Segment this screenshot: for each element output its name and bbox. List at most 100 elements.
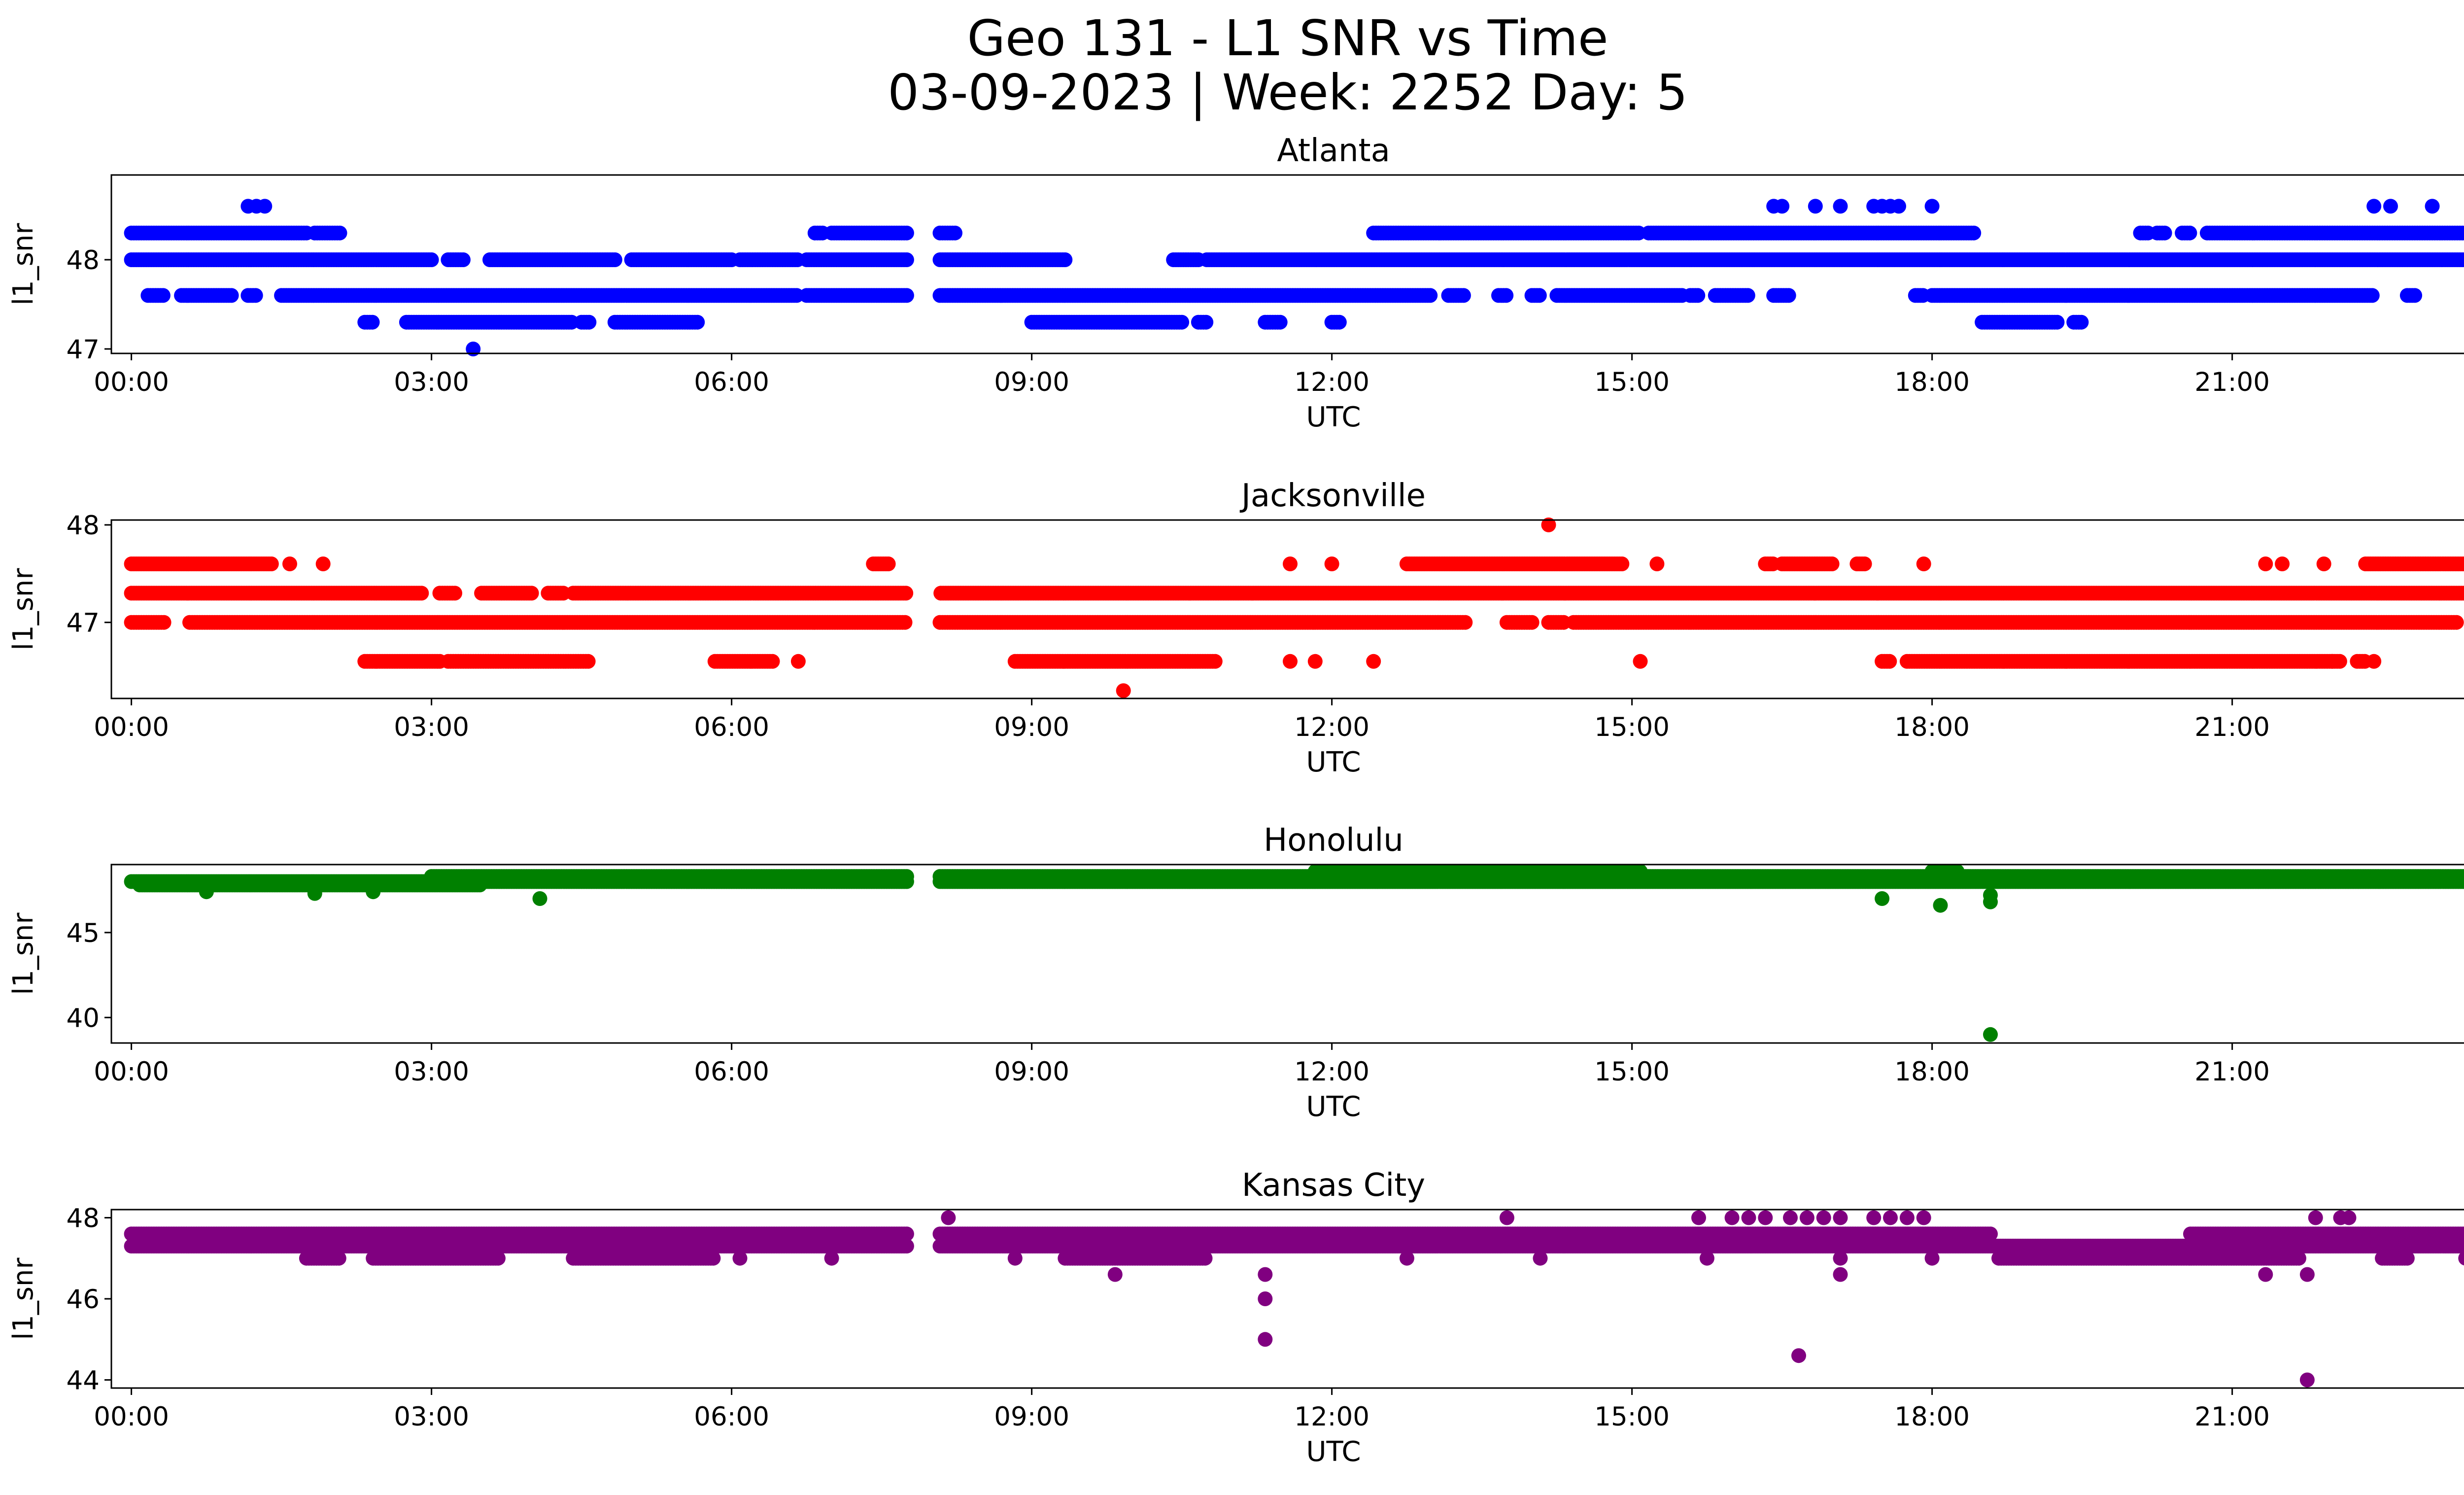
data-point (1966, 225, 1982, 241)
data-point (1456, 288, 1471, 303)
x-tick-label: 12:00 (1294, 367, 1369, 397)
x-tick-label: 18:00 (1894, 367, 1970, 397)
data-point (1058, 252, 1073, 267)
x-tick-label: 09:00 (994, 367, 1069, 397)
data-point (2325, 654, 2340, 669)
x-tick-label: 09:00 (994, 712, 1069, 742)
data-point (1775, 199, 1790, 214)
x-tick-label: 18:00 (1894, 712, 1970, 742)
data-point (365, 314, 380, 330)
data-point (1324, 556, 1339, 571)
data-point (1649, 556, 1665, 571)
x-tick-label: 03:00 (394, 367, 469, 397)
data-point (1833, 199, 1848, 214)
x-tick-label: 00:00 (94, 712, 169, 742)
figure-title-line1: Geo 131 - L1 SNR vs Time (967, 9, 1608, 67)
data-point (1633, 654, 1648, 669)
x-tick-label: 15:00 (1594, 712, 1670, 742)
data-point (581, 654, 596, 669)
y-tick-label: 47 (67, 335, 100, 365)
data-point (1423, 288, 1438, 303)
data-point (1740, 288, 1755, 303)
data-point (1524, 615, 1540, 630)
x-axis-label: UTC (1306, 746, 1361, 778)
x-axis-label: UTC (1306, 1091, 1361, 1123)
data-point (898, 586, 914, 601)
data-point (2050, 314, 2065, 330)
data-point (524, 586, 539, 601)
figure-title-line2: 03-09-2023 | Week: 2252 Day: 5 (888, 64, 1687, 121)
data-point (881, 556, 896, 571)
data-point (1116, 683, 1131, 698)
data-point (1916, 556, 1931, 571)
data-point (257, 199, 273, 214)
data-point (2449, 615, 2464, 630)
x-tick-label: 00:00 (94, 367, 169, 397)
data-point (1614, 556, 1630, 571)
data-point (948, 225, 962, 241)
data-point (2364, 288, 2380, 303)
data-point (2366, 654, 2382, 669)
y-axis-label: l1_snr (7, 223, 39, 306)
data-point (899, 252, 914, 267)
data-point (424, 252, 439, 267)
data-point (1499, 288, 1514, 303)
data-point (282, 556, 297, 571)
data-point (1781, 288, 1796, 303)
data-point (156, 615, 171, 630)
data-point (690, 314, 705, 330)
data-point (155, 288, 171, 303)
data-point (1882, 654, 1897, 669)
x-tick-label: 03:00 (394, 712, 469, 742)
data-point (2074, 314, 2089, 330)
subplot-title: Jacksonville (1239, 478, 1426, 514)
data-point (1272, 314, 1288, 330)
subplot-panels: Atlanta l1_snr UTC 47 48 00:00 03:00 06:00 09:00… (7, 133, 2464, 1468)
data-point (2316, 556, 2331, 571)
data-point (1207, 654, 1223, 669)
data-point (2275, 556, 2290, 571)
x-tick-label: 21:00 (2194, 367, 2270, 397)
x-tick-label: 21:00 (2194, 712, 2270, 742)
data-point (455, 252, 471, 267)
data-point (1857, 556, 1872, 571)
x-tick-label: 15:00 (1594, 367, 1670, 397)
data-point (2462, 255, 2464, 265)
data-point (1808, 199, 1823, 214)
data-point (224, 288, 239, 303)
data-point (1891, 199, 1906, 214)
data-point (2157, 225, 2172, 241)
data-point (2460, 226, 2464, 240)
y-tick-label: 48 (67, 245, 100, 276)
data-series (124, 199, 2464, 356)
data-point (248, 288, 263, 303)
data-point (2182, 225, 2197, 241)
data-point (1824, 556, 1840, 571)
data-point (414, 586, 429, 601)
data-point (1690, 288, 1706, 303)
data-point (315, 556, 331, 571)
data-point (2407, 288, 2423, 303)
data-point (582, 314, 597, 330)
data-point (899, 225, 914, 241)
x-tick-label: 06:00 (694, 367, 769, 397)
y-axis-label: l1_snr (7, 912, 39, 995)
data-point (2460, 253, 2464, 267)
subplot-atlanta: Atlanta l1_snr UTC 47 48 00:00 03:00 06:00 09:00… (7, 133, 2464, 433)
data-point (1283, 556, 1298, 571)
data-point (1332, 314, 1347, 330)
data-point (447, 586, 462, 601)
data-point (1283, 654, 1298, 669)
subplot-title: Atlanta (1277, 133, 1390, 169)
data-point (1458, 615, 1473, 630)
data-point (264, 556, 279, 571)
x-axis-label: UTC (1306, 401, 1361, 433)
data-point (2383, 199, 2398, 214)
data-point (1174, 314, 1190, 330)
data-point (1532, 288, 1547, 303)
data-point (607, 252, 622, 267)
data-point (2258, 556, 2273, 571)
x-tick-label: 12:00 (1294, 712, 1369, 742)
